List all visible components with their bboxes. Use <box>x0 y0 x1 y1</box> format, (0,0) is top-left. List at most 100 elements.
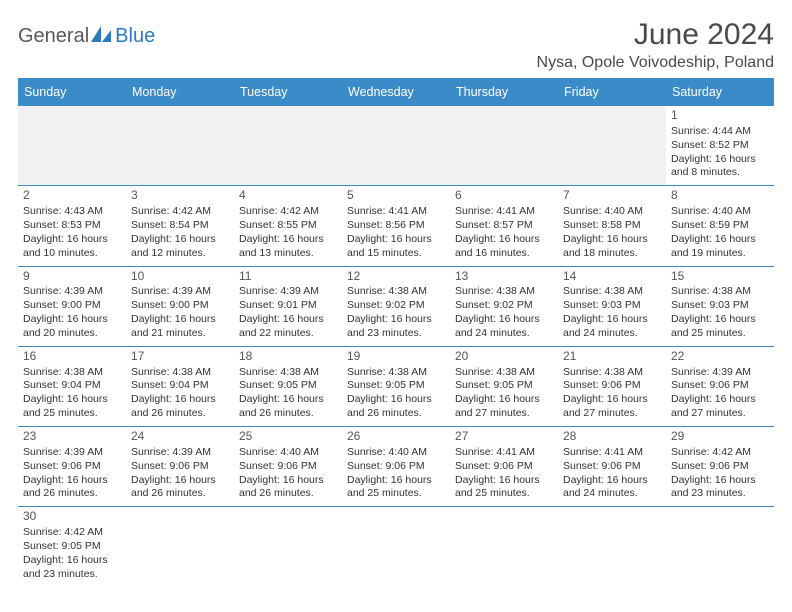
calendar-cell: 1Sunrise: 4:44 AMSunset: 8:52 PMDaylight… <box>666 106 774 186</box>
day-number: 20 <box>455 349 553 365</box>
day-number: 17 <box>131 349 229 365</box>
daylight-line: Daylight: 16 hours and 25 minutes. <box>455 474 553 502</box>
day-header: Friday <box>558 78 666 106</box>
day-number: 30 <box>23 509 121 525</box>
day-number: 5 <box>347 188 445 204</box>
calendar-cell: 30Sunrise: 4:42 AMSunset: 9:05 PMDayligh… <box>18 507 126 587</box>
sunrise-line: Sunrise: 4:38 AM <box>455 285 553 299</box>
sunrise-line: Sunrise: 4:38 AM <box>23 366 121 380</box>
sunrise-line: Sunrise: 4:38 AM <box>131 366 229 380</box>
sunset-line: Sunset: 9:06 PM <box>455 460 553 474</box>
sunrise-line: Sunrise: 4:41 AM <box>563 446 661 460</box>
day-number: 23 <box>23 429 121 445</box>
calendar-cell: 27Sunrise: 4:41 AMSunset: 9:06 PMDayligh… <box>450 427 558 507</box>
sunrise-line: Sunrise: 4:43 AM <box>23 205 121 219</box>
day-number: 9 <box>23 269 121 285</box>
sunrise-line: Sunrise: 4:39 AM <box>23 446 121 460</box>
sunset-line: Sunset: 8:54 PM <box>131 219 229 233</box>
calendar-cell <box>234 106 342 186</box>
sunset-line: Sunset: 8:59 PM <box>671 219 769 233</box>
sunset-line: Sunset: 9:06 PM <box>239 460 337 474</box>
day-number: 3 <box>131 188 229 204</box>
daylight-line: Daylight: 16 hours and 26 minutes. <box>131 474 229 502</box>
logo-sail-icon <box>89 24 113 49</box>
day-number: 25 <box>239 429 337 445</box>
day-number: 16 <box>23 349 121 365</box>
daylight-line: Daylight: 16 hours and 22 minutes. <box>239 313 337 341</box>
day-number: 7 <box>563 188 661 204</box>
day-number: 15 <box>671 269 769 285</box>
calendar-cell: 5Sunrise: 4:41 AMSunset: 8:56 PMDaylight… <box>342 186 450 266</box>
day-number: 22 <box>671 349 769 365</box>
month-title: June 2024 <box>537 18 774 52</box>
calendar-cell: 12Sunrise: 4:38 AMSunset: 9:02 PMDayligh… <box>342 266 450 346</box>
calendar-cell: 17Sunrise: 4:38 AMSunset: 9:04 PMDayligh… <box>126 346 234 426</box>
daylight-line: Daylight: 16 hours and 25 minutes. <box>347 474 445 502</box>
sunset-line: Sunset: 9:04 PM <box>23 379 121 393</box>
sunrise-line: Sunrise: 4:38 AM <box>239 366 337 380</box>
daylight-line: Daylight: 16 hours and 27 minutes. <box>455 393 553 421</box>
calendar-cell: 10Sunrise: 4:39 AMSunset: 9:00 PMDayligh… <box>126 266 234 346</box>
sunrise-line: Sunrise: 4:40 AM <box>239 446 337 460</box>
day-header: Thursday <box>450 78 558 106</box>
calendar-cell: 23Sunrise: 4:39 AMSunset: 9:06 PMDayligh… <box>18 427 126 507</box>
sunset-line: Sunset: 9:02 PM <box>455 299 553 313</box>
sunset-line: Sunset: 9:06 PM <box>563 460 661 474</box>
sunset-line: Sunset: 8:57 PM <box>455 219 553 233</box>
sunrise-line: Sunrise: 4:38 AM <box>563 285 661 299</box>
sunset-line: Sunset: 9:06 PM <box>347 460 445 474</box>
title-block: June 2024 Nysa, Opole Voivodeship, Polan… <box>537 18 774 72</box>
sunset-line: Sunset: 9:06 PM <box>671 460 769 474</box>
calendar-cell: 8Sunrise: 4:40 AMSunset: 8:59 PMDaylight… <box>666 186 774 266</box>
calendar-cell: 7Sunrise: 4:40 AMSunset: 8:58 PMDaylight… <box>558 186 666 266</box>
sunrise-line: Sunrise: 4:42 AM <box>131 205 229 219</box>
sunset-line: Sunset: 9:03 PM <box>671 299 769 313</box>
daylight-line: Daylight: 16 hours and 24 minutes. <box>563 474 661 502</box>
sunrise-line: Sunrise: 4:40 AM <box>347 446 445 460</box>
logo: General Blue <box>18 18 155 49</box>
sunset-line: Sunset: 9:05 PM <box>23 540 121 554</box>
calendar-cell: 19Sunrise: 4:38 AMSunset: 9:05 PMDayligh… <box>342 346 450 426</box>
daylight-line: Daylight: 16 hours and 23 minutes. <box>23 554 121 582</box>
calendar-cell: 24Sunrise: 4:39 AMSunset: 9:06 PMDayligh… <box>126 427 234 507</box>
daylight-line: Daylight: 16 hours and 23 minutes. <box>347 313 445 341</box>
daylight-line: Daylight: 16 hours and 12 minutes. <box>131 233 229 261</box>
header: General Blue June 2024 Nysa, Opole Voivo… <box>18 18 774 72</box>
day-number: 2 <box>23 188 121 204</box>
sunset-line: Sunset: 9:03 PM <box>563 299 661 313</box>
daylight-line: Daylight: 16 hours and 25 minutes. <box>23 393 121 421</box>
calendar-header-row: SundayMondayTuesdayWednesdayThursdayFrid… <box>18 78 774 106</box>
day-number: 11 <box>239 269 337 285</box>
sunrise-line: Sunrise: 4:42 AM <box>671 446 769 460</box>
day-number: 24 <box>131 429 229 445</box>
daylight-line: Daylight: 16 hours and 26 minutes. <box>239 474 337 502</box>
day-number: 29 <box>671 429 769 445</box>
day-header: Saturday <box>666 78 774 106</box>
calendar-cell: 29Sunrise: 4:42 AMSunset: 9:06 PMDayligh… <box>666 427 774 507</box>
calendar-cell <box>234 507 342 587</box>
daylight-line: Daylight: 16 hours and 26 minutes. <box>239 393 337 421</box>
daylight-line: Daylight: 16 hours and 10 minutes. <box>23 233 121 261</box>
daylight-line: Daylight: 16 hours and 13 minutes. <box>239 233 337 261</box>
sunrise-line: Sunrise: 4:38 AM <box>455 366 553 380</box>
daylight-line: Daylight: 16 hours and 19 minutes. <box>671 233 769 261</box>
calendar-table: SundayMondayTuesdayWednesdayThursdayFrid… <box>18 78 774 587</box>
calendar-cell <box>666 507 774 587</box>
sunrise-line: Sunrise: 4:38 AM <box>347 285 445 299</box>
calendar-cell: 28Sunrise: 4:41 AMSunset: 9:06 PMDayligh… <box>558 427 666 507</box>
day-number: 28 <box>563 429 661 445</box>
calendar-cell: 22Sunrise: 4:39 AMSunset: 9:06 PMDayligh… <box>666 346 774 426</box>
sunrise-line: Sunrise: 4:39 AM <box>131 446 229 460</box>
sunrise-line: Sunrise: 4:39 AM <box>131 285 229 299</box>
sunrise-line: Sunrise: 4:41 AM <box>455 446 553 460</box>
calendar-cell <box>450 507 558 587</box>
day-number: 13 <box>455 269 553 285</box>
calendar-cell: 4Sunrise: 4:42 AMSunset: 8:55 PMDaylight… <box>234 186 342 266</box>
sunrise-line: Sunrise: 4:39 AM <box>23 285 121 299</box>
sunrise-line: Sunrise: 4:40 AM <box>671 205 769 219</box>
calendar-cell: 26Sunrise: 4:40 AMSunset: 9:06 PMDayligh… <box>342 427 450 507</box>
sunrise-line: Sunrise: 4:39 AM <box>671 366 769 380</box>
calendar-cell: 25Sunrise: 4:40 AMSunset: 9:06 PMDayligh… <box>234 427 342 507</box>
day-number: 4 <box>239 188 337 204</box>
daylight-line: Daylight: 16 hours and 26 minutes. <box>23 474 121 502</box>
